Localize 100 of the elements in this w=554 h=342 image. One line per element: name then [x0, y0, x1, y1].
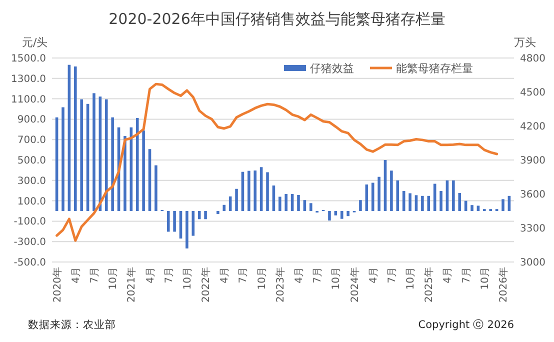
bar: [328, 211, 331, 220]
x-tick-label: 7月: [461, 267, 472, 284]
bar: [414, 195, 418, 211]
bar: [266, 172, 269, 211]
x-tick-label: 7月: [312, 267, 324, 284]
bar: [142, 130, 145, 211]
x-tick-label: 10月: [406, 267, 417, 290]
y-tick-label: 500.0: [17, 156, 46, 166]
line-series: [56, 82, 498, 242]
y2-tick-label: 3300: [520, 224, 546, 234]
bar: [421, 196, 424, 211]
y2-axis-title: 万头: [514, 36, 536, 49]
bar: [86, 104, 90, 211]
bar: [192, 211, 195, 236]
bar: [378, 176, 380, 211]
bar: [452, 180, 455, 211]
bar: [260, 167, 263, 211]
bar: [92, 93, 96, 211]
x-tick-label: 4月: [442, 267, 454, 284]
y-tick-label: -300.0: [14, 237, 46, 248]
source-note: 数据来源：农业部: [28, 318, 116, 331]
y2-tick-label: 3900: [520, 156, 546, 166]
bar: [62, 107, 64, 211]
bar: [309, 203, 312, 211]
y-tick-label: -100.0: [14, 216, 46, 228]
bar: [284, 194, 288, 211]
bar: [154, 165, 158, 211]
bar: [74, 66, 77, 211]
bar: [402, 191, 406, 211]
bar: [371, 182, 374, 211]
y-tick-label: 300.0: [17, 176, 46, 187]
y-tick-label: 1500.0: [11, 54, 46, 64]
bar: [365, 184, 368, 211]
y-tick-label: 100.0: [17, 196, 46, 208]
bar: [502, 199, 504, 211]
x-tick-label: 2026年: [498, 267, 510, 302]
bar: [235, 188, 238, 211]
x-tick-label: 2025年: [423, 267, 436, 302]
x-tick-label: 2022年: [200, 267, 212, 302]
y-tick-label: 1100.0: [11, 94, 46, 106]
bar: [222, 204, 226, 211]
legend-label: 能繁母猪存栏量: [396, 62, 473, 75]
text: Copyright ⓒ 2026: [418, 318, 514, 331]
x-tick-label: 10月: [108, 267, 120, 290]
y2-tick-label: 4200: [520, 122, 546, 132]
bar: [179, 211, 182, 239]
x-tick-label: 2024年: [348, 267, 361, 302]
y-axis-title: 元/头: [22, 36, 48, 49]
bar: [346, 211, 350, 216]
bar: [278, 196, 282, 211]
bar: [204, 211, 207, 220]
y-tick-label: 700.0: [17, 135, 46, 146]
bar: [173, 211, 176, 232]
x-tick-label: 7月: [386, 267, 398, 284]
x-tick-label: 7月: [164, 267, 175, 284]
bar: [427, 196, 430, 211]
y-tick-label: 1300.0: [11, 74, 46, 85]
x-tick-label: 4月: [70, 267, 82, 284]
y2-tick-label: 3000: [520, 258, 546, 268]
x-tick-label: 2023年: [274, 267, 286, 302]
bar: [136, 118, 139, 211]
x-tick-label: 4月: [294, 267, 305, 284]
y-tick-label: 900.0: [17, 114, 46, 126]
x-tick-label: 10月: [182, 267, 194, 290]
bar: [148, 149, 152, 211]
bar: [458, 192, 462, 211]
bar: [216, 211, 220, 214]
y2-tick-label: 4500: [520, 88, 546, 98]
bar: [303, 200, 306, 211]
bar: [384, 160, 387, 211]
bar: [186, 211, 188, 248]
x-tick-label: 4月: [145, 267, 156, 284]
bar: [340, 211, 344, 219]
y2-tick-label: 4800: [520, 54, 546, 64]
x-tick-label: 7月: [89, 267, 100, 284]
bar: [248, 170, 250, 211]
x-tick-label: 4月: [220, 267, 231, 284]
bar: [476, 206, 480, 211]
legend-label: 仔猪效益: [310, 62, 354, 75]
bar: [272, 186, 276, 211]
bar: [470, 205, 474, 211]
x-tick-label: 10月: [480, 267, 491, 290]
x-tick-label: 2021年: [126, 267, 138, 302]
bar: [334, 211, 338, 216]
bar: [359, 200, 362, 211]
x-tick-label: 2020年: [51, 267, 64, 302]
x-tick-label: 10月: [256, 267, 268, 290]
bar: [104, 99, 108, 211]
bar: [111, 117, 114, 211]
x-tick-label: 10月: [331, 267, 342, 290]
bar: [390, 170, 393, 211]
bar: [80, 99, 83, 211]
bar: [440, 191, 442, 211]
bar: [254, 170, 257, 211]
y2-tick-label: 3600: [520, 190, 546, 200]
x-tick-label: 7月: [238, 267, 250, 284]
x-tick-label: 4月: [368, 267, 380, 284]
bar: [297, 194, 300, 211]
bar: [68, 64, 71, 211]
bar: [408, 193, 412, 211]
